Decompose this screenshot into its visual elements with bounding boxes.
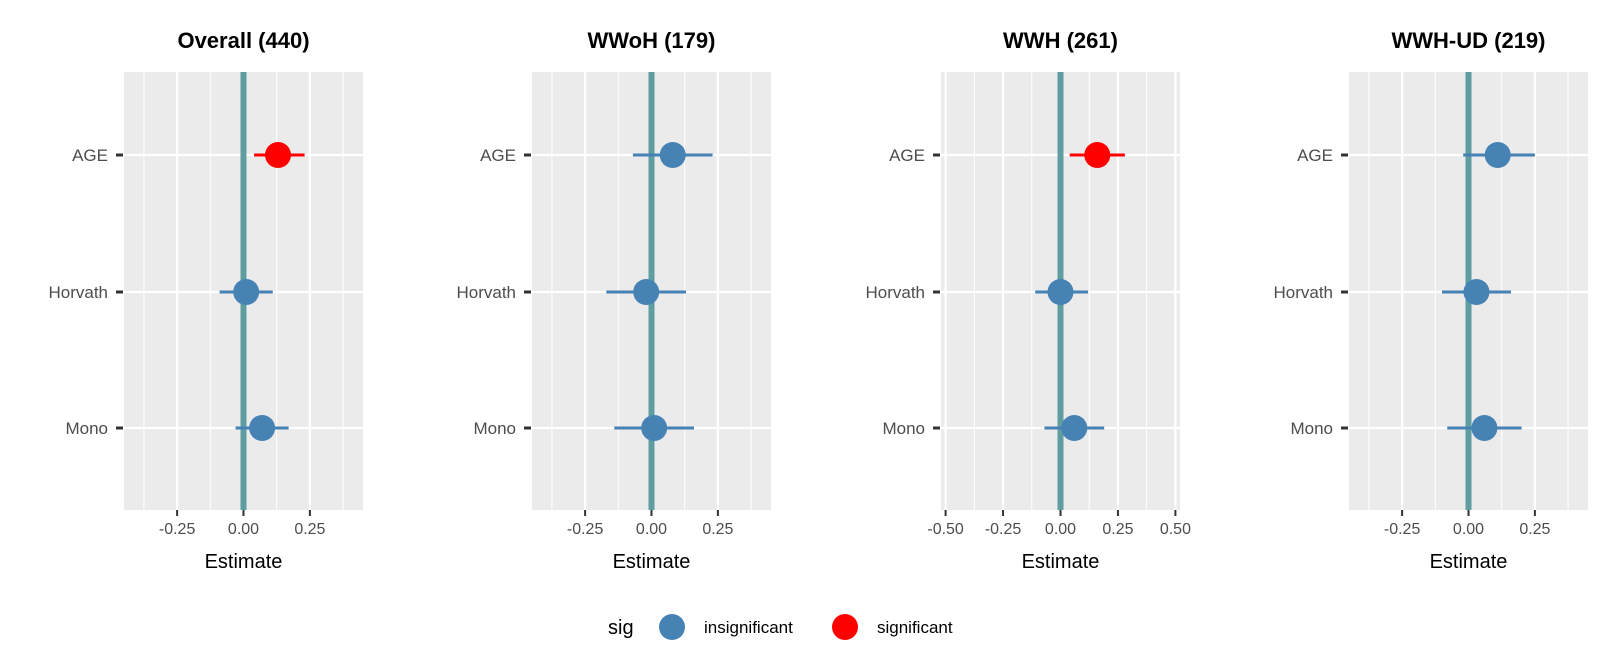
x-tick-label: -0.25: [159, 521, 196, 538]
category-label-mono: Mono: [882, 419, 925, 438]
x-tick-label: -0.25: [985, 521, 1022, 538]
panel-overall-440: AGE Horvath Mono -0.25 0.00 0.25 Estimate Overa…: [48, 28, 363, 573]
point-horvath: [633, 279, 660, 305]
point-mono: [249, 415, 276, 441]
panel-wwh-261: AGE Horvath Mono -0.50 -0.25 0.00 0.25 0.50 Esti…: [865, 28, 1191, 573]
x-tick-label: -0.25: [567, 521, 604, 538]
category-label-age: AGE: [480, 146, 516, 165]
category-label-horvath: Horvath: [48, 283, 108, 302]
x-axis-title: Estimate: [613, 551, 691, 573]
point-age: [265, 142, 292, 168]
x-tick-label: 0.25: [294, 521, 325, 538]
point-horvath: [233, 279, 260, 305]
x-tick-label: 0.00: [1453, 521, 1484, 538]
point-mono: [1471, 415, 1498, 441]
x-tick-label: -0.25: [1384, 521, 1421, 538]
x-axis-title: Estimate: [205, 551, 283, 573]
point-horvath: [1463, 279, 1490, 305]
panel-wwh-ud-219: AGE Horvath Mono -0.25 0.00 0.25 Estimate WWH-U…: [1273, 28, 1588, 573]
category-label-horvath: Horvath: [865, 283, 925, 302]
x-tick-label: 0.50: [1160, 521, 1191, 538]
point-mono: [1061, 415, 1088, 441]
category-label-mono: Mono: [1290, 419, 1333, 438]
x-tick-label: 0.25: [1102, 521, 1133, 538]
category-label-mono: Mono: [65, 419, 108, 438]
category-label-horvath: Horvath: [456, 283, 516, 302]
x-tick-label: 0.00: [636, 521, 667, 538]
legend-title: sig: [608, 617, 634, 639]
point-age: [1484, 142, 1511, 168]
panel-wwoh-179: AGE Horvath Mono -0.25 0.00 0.25 Estimate WWoH …: [456, 28, 771, 573]
panel-title: WWH (261): [1003, 28, 1118, 53]
point-horvath: [1047, 279, 1074, 305]
x-axis-title: Estimate: [1430, 551, 1508, 573]
x-axis-title: Estimate: [1022, 551, 1100, 573]
x-tick-label: 0.25: [702, 521, 733, 538]
x-tick-label: 0.00: [1045, 521, 1076, 538]
point-age: [659, 142, 686, 168]
panel-title: WWoH (179): [588, 28, 716, 53]
category-label-age: AGE: [72, 146, 108, 165]
x-tick-label: -0.50: [927, 521, 964, 538]
category-label-age: AGE: [889, 146, 925, 165]
legend-label-insignificant: insignificant: [704, 618, 793, 637]
panel-title: Overall (440): [177, 28, 309, 53]
legend-swatch-significant: [832, 614, 858, 640]
category-label-age: AGE: [1297, 146, 1333, 165]
panel-title: WWH-UD (219): [1392, 28, 1546, 53]
point-age: [1084, 142, 1111, 168]
legend-label-significant: significant: [877, 618, 953, 637]
point-mono: [641, 415, 668, 441]
category-label-horvath: Horvath: [1273, 283, 1333, 302]
x-tick-label: 0.25: [1519, 521, 1550, 538]
legend: sig insignificant significant: [608, 614, 953, 640]
category-label-mono: Mono: [473, 419, 516, 438]
x-tick-label: 0.00: [228, 521, 259, 538]
legend-swatch-insignificant: [659, 614, 685, 640]
